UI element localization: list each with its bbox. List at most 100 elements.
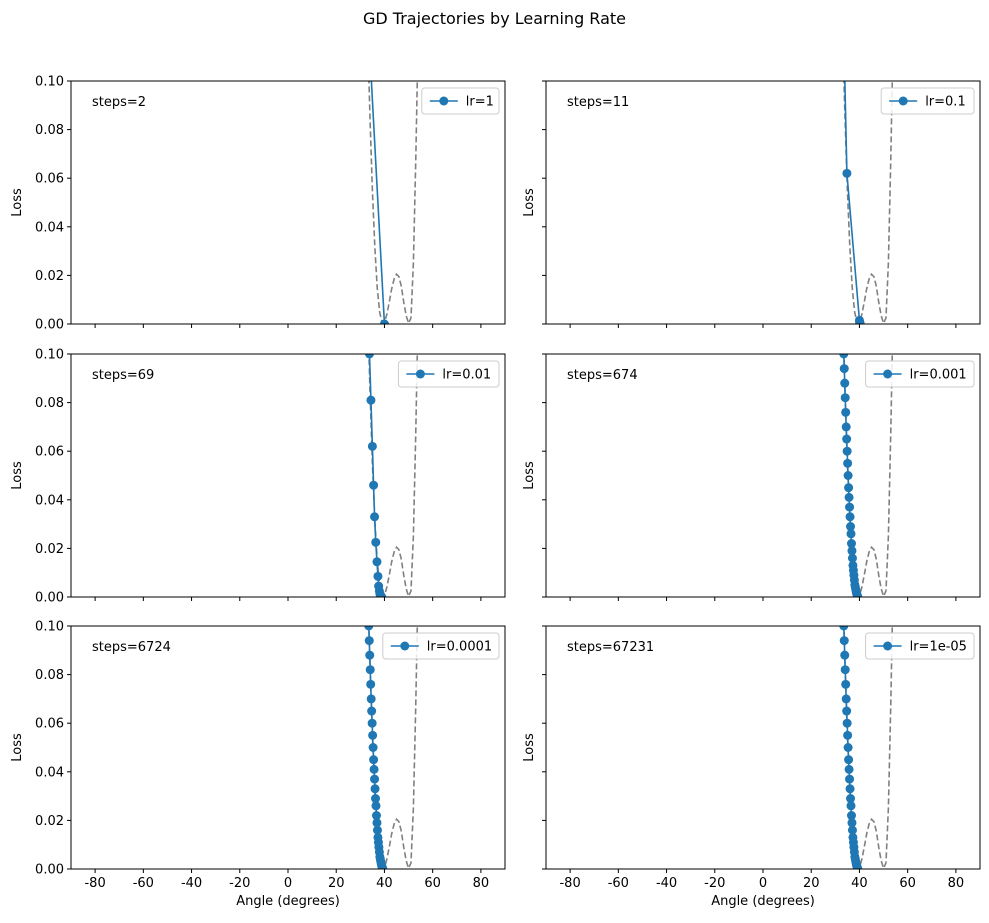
panels: 0.00 0.02 0.04 0.06 0.08 0.10 Loss steps=2 lr=1 L… [10, 75, 981, 909]
legend: lr=0.001 [865, 360, 975, 388]
y-axis-label: Loss [522, 461, 537, 490]
trajectory-point [846, 539, 856, 549]
trajectory-point [846, 522, 856, 532]
trajectory-point [841, 422, 851, 432]
trajectory-point [369, 755, 379, 765]
legend-box [865, 632, 975, 660]
trajectory-point [842, 168, 852, 178]
trajectory-point [841, 679, 851, 689]
y-tick-label: 0.08 [35, 123, 64, 138]
legend-marker [883, 369, 893, 379]
trajectory-point [853, 864, 863, 869]
trajectory-point [842, 706, 852, 716]
trajectory-point [840, 665, 850, 675]
subplot-row3-col1: -80 -60 -40 -20 0 20 40 60 80 0.00 0.02 0.04 0.06 0.0… [10, 620, 506, 909]
legend-marker [898, 96, 908, 106]
subplot-row2-col2: Loss steps=674 lr=0.001 [522, 353, 981, 601]
trajectory-point [371, 537, 381, 547]
x-axis-label: Angle (degrees) [236, 894, 340, 909]
legend-label: lr=0.01 [442, 368, 491, 383]
subplot-row1-col1: 0.00 0.02 0.04 0.06 0.08 0.10 Loss steps=2 lr=1 [10, 75, 506, 333]
loss-curve [843, 81, 894, 324]
trajectory-point [372, 818, 382, 828]
legend-label: lr=1 [466, 95, 494, 110]
trajectory-point [840, 393, 850, 403]
trajectory-point [844, 755, 854, 765]
trajectory-point [847, 825, 857, 835]
legend-label: lr=1e-05 [910, 640, 967, 655]
trajectory-point [370, 784, 380, 794]
x-tick-label: 40 [376, 876, 393, 891]
legend-box [880, 87, 975, 115]
trajectory-point [364, 354, 374, 359]
x-tick-label: -20 [229, 876, 250, 891]
y-axis-label: Loss [10, 188, 25, 217]
subplot-row2-col1: 0.00 0.02 0.04 0.06 0.08 0.10 Loss steps=69 lr=0… [10, 348, 506, 606]
trajectory-point [367, 441, 377, 451]
trajectory-point [369, 764, 379, 774]
trajectory-point [364, 626, 374, 631]
trajectory-point [372, 825, 382, 835]
x-tick-label: -60 [133, 876, 154, 891]
legend-box [382, 632, 500, 660]
trajectory-point [843, 730, 853, 740]
legend-marker [400, 641, 410, 651]
trajectory-point [365, 650, 375, 660]
x-tick-label: 20 [328, 876, 345, 891]
x-tick-label: -20 [704, 876, 725, 891]
figure-title: GD Trajectories by Learning Rate [363, 9, 626, 28]
trajectory-point [841, 694, 851, 704]
y-tick-label: 0.06 [35, 445, 64, 460]
legend-label: lr=0.1 [925, 95, 966, 110]
x-tick-label: -60 [608, 876, 629, 891]
subplot-row1-col2: Loss steps=11 lr=0.1 [522, 80, 981, 328]
trajectory-point [847, 553, 857, 563]
y-axis-label: Loss [10, 461, 25, 490]
steps-annotation: steps=11 [567, 95, 629, 110]
trajectory-point [365, 665, 375, 675]
trajectory-point [843, 743, 853, 752]
steps-annotation: steps=674 [567, 368, 638, 383]
y-tick-label: 0.04 [35, 765, 64, 780]
trajectory-point [369, 480, 379, 490]
trajectory-point [847, 818, 857, 828]
steps-annotation: steps=67231 [567, 640, 654, 655]
plot-area [839, 354, 894, 597]
plot-area [364, 626, 419, 869]
trajectory-point [841, 407, 851, 417]
x-axis-label: Angle (degrees) [711, 894, 815, 909]
trajectory-point [844, 483, 854, 493]
trajectory-point [846, 801, 856, 811]
trajectory-point [377, 592, 387, 597]
steps-annotation: steps=6724 [92, 640, 171, 655]
y-tick-label: 0.08 [35, 668, 64, 683]
y-axis-label: Loss [522, 733, 537, 762]
trajectory-point [853, 592, 863, 597]
trajectory-point [370, 774, 380, 784]
y-tick-label: 0.06 [35, 172, 64, 187]
x-tick-label: -80 [84, 876, 105, 891]
legend: lr=0.1 [880, 87, 975, 115]
trajectory-point [379, 319, 389, 324]
legend-box [397, 360, 500, 388]
legend: lr=1 [421, 87, 500, 115]
trajectory-point [839, 354, 849, 359]
legend: lr=0.0001 [382, 632, 500, 660]
x-tick-label: 0 [759, 876, 767, 891]
legend-marker [883, 641, 893, 651]
x-tick-label: -80 [559, 876, 580, 891]
x-tick-label: -40 [181, 876, 202, 891]
y-tick-label: 0.00 [35, 863, 64, 878]
trajectory-point [366, 694, 376, 704]
trajectory-point [378, 864, 388, 869]
y-tick-label: 0.06 [35, 717, 64, 732]
x-tick-label: 60 [899, 876, 916, 891]
trajectory-point [845, 512, 855, 522]
legend: lr=1e-05 [865, 632, 975, 660]
legend-marker [415, 369, 425, 379]
trajectory-point [845, 774, 855, 784]
plot-area [364, 354, 419, 597]
trajectory-point [371, 801, 381, 811]
trajectory-point [842, 434, 852, 444]
